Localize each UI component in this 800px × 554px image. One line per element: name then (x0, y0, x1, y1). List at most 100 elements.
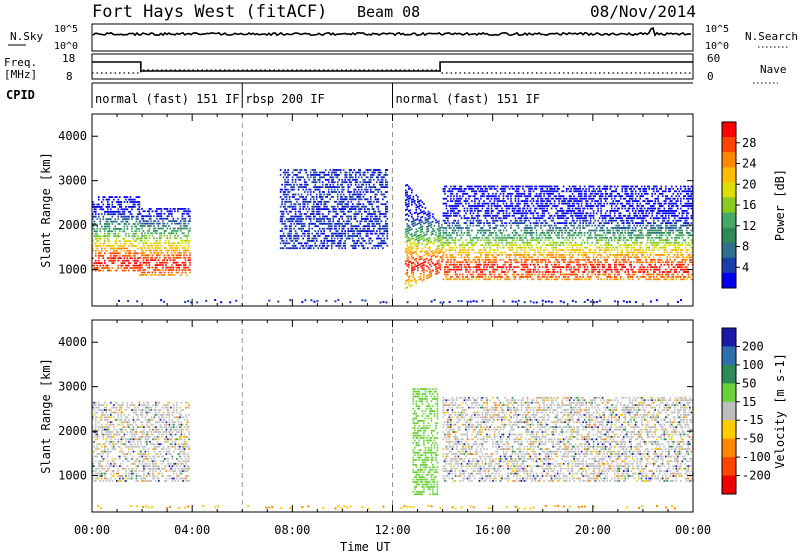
data-cell (187, 247, 190, 249)
data-cell (495, 241, 497, 244)
data-cell (151, 244, 154, 247)
data-cell (321, 247, 324, 250)
data-cell (556, 222, 559, 224)
data-cell (571, 261, 574, 264)
data-cell (442, 227, 445, 229)
data-cell (405, 189, 407, 192)
data-cell (321, 227, 324, 230)
data-cell (532, 263, 535, 266)
data-cell (556, 217, 559, 220)
data-cell (177, 252, 179, 254)
data-cell (465, 244, 467, 246)
data-cell (502, 271, 505, 273)
data-cell (411, 284, 413, 287)
data-cell (318, 188, 321, 191)
data-cell (374, 196, 377, 198)
data-cell (433, 229, 436, 232)
data-cell (150, 232, 152, 235)
data-cell (444, 185, 446, 188)
data-cell (516, 192, 518, 195)
data-cell (453, 195, 455, 198)
data-cell (526, 241, 529, 244)
data-cell (465, 197, 467, 200)
data-cell (408, 256, 410, 259)
data-cell (487, 197, 490, 200)
data-cell (411, 220, 413, 223)
data-cell (368, 178, 371, 181)
data-cell (327, 244, 330, 247)
data-cell (330, 237, 333, 240)
data-cell (456, 263, 458, 266)
data-cell (487, 254, 490, 256)
data-cell (583, 217, 586, 220)
data-cell (162, 217, 164, 220)
data-cell (406, 245, 409, 247)
data-cell (562, 190, 565, 193)
data-cell (362, 247, 365, 250)
data-cell (553, 278, 556, 281)
data-cell (475, 263, 478, 266)
data-cell (156, 269, 158, 271)
data-cell (98, 252, 100, 255)
data-cell (385, 181, 387, 184)
data-cell (141, 234, 143, 237)
data-cell (490, 197, 493, 200)
data-cell (447, 214, 449, 217)
data-cell (489, 239, 491, 242)
data-cell (308, 225, 310, 228)
data-cell (108, 269, 111, 272)
data-cell (561, 195, 563, 198)
data-cell (442, 256, 445, 259)
nsearch-tick-high: 10^5 (705, 24, 729, 35)
data-cell (450, 256, 452, 259)
data-cell (132, 235, 135, 238)
data-cell (486, 195, 488, 198)
data-cell (370, 186, 372, 188)
data-cell (472, 217, 475, 220)
data-cell (468, 205, 470, 207)
data-cell (333, 222, 336, 225)
data-cell (480, 185, 482, 188)
data-cell (442, 241, 445, 244)
data-cell (544, 239, 547, 242)
data-cell (104, 210, 106, 213)
data-cell (568, 190, 571, 193)
data-cell (417, 201, 419, 203)
data-cell (448, 246, 451, 249)
data-cell (468, 227, 470, 229)
data-cell (339, 169, 342, 171)
data-cell (131, 242, 133, 245)
data-cell (323, 174, 325, 176)
data-cell (386, 183, 389, 186)
data-cell (299, 215, 301, 218)
data-cell (123, 223, 126, 225)
data-cell (302, 218, 304, 220)
data-cell (129, 267, 132, 269)
data-cell (511, 249, 514, 251)
data-cell (141, 222, 143, 225)
data-cell (285, 240, 288, 242)
data-cell (562, 249, 565, 251)
data-cell (120, 262, 123, 264)
data-cell (114, 228, 117, 230)
data-cell (291, 240, 294, 242)
data-cell (166, 266, 169, 269)
data-cell (571, 185, 574, 188)
data-cell (460, 202, 463, 205)
data-cell (406, 250, 409, 252)
data-cell (472, 188, 475, 190)
data-cell (332, 171, 334, 174)
data-cell (529, 249, 532, 251)
data-cell (357, 244, 360, 247)
data-cell (333, 225, 336, 228)
data-cell (547, 217, 550, 220)
data-cell (523, 229, 526, 232)
data-cell (571, 229, 574, 232)
data-cell (139, 212, 142, 215)
data-cell (342, 232, 345, 235)
data-cell (451, 224, 454, 227)
data-cell (526, 212, 529, 215)
data-cell (540, 200, 542, 202)
data-cell (373, 208, 375, 210)
data-cell (321, 222, 324, 225)
